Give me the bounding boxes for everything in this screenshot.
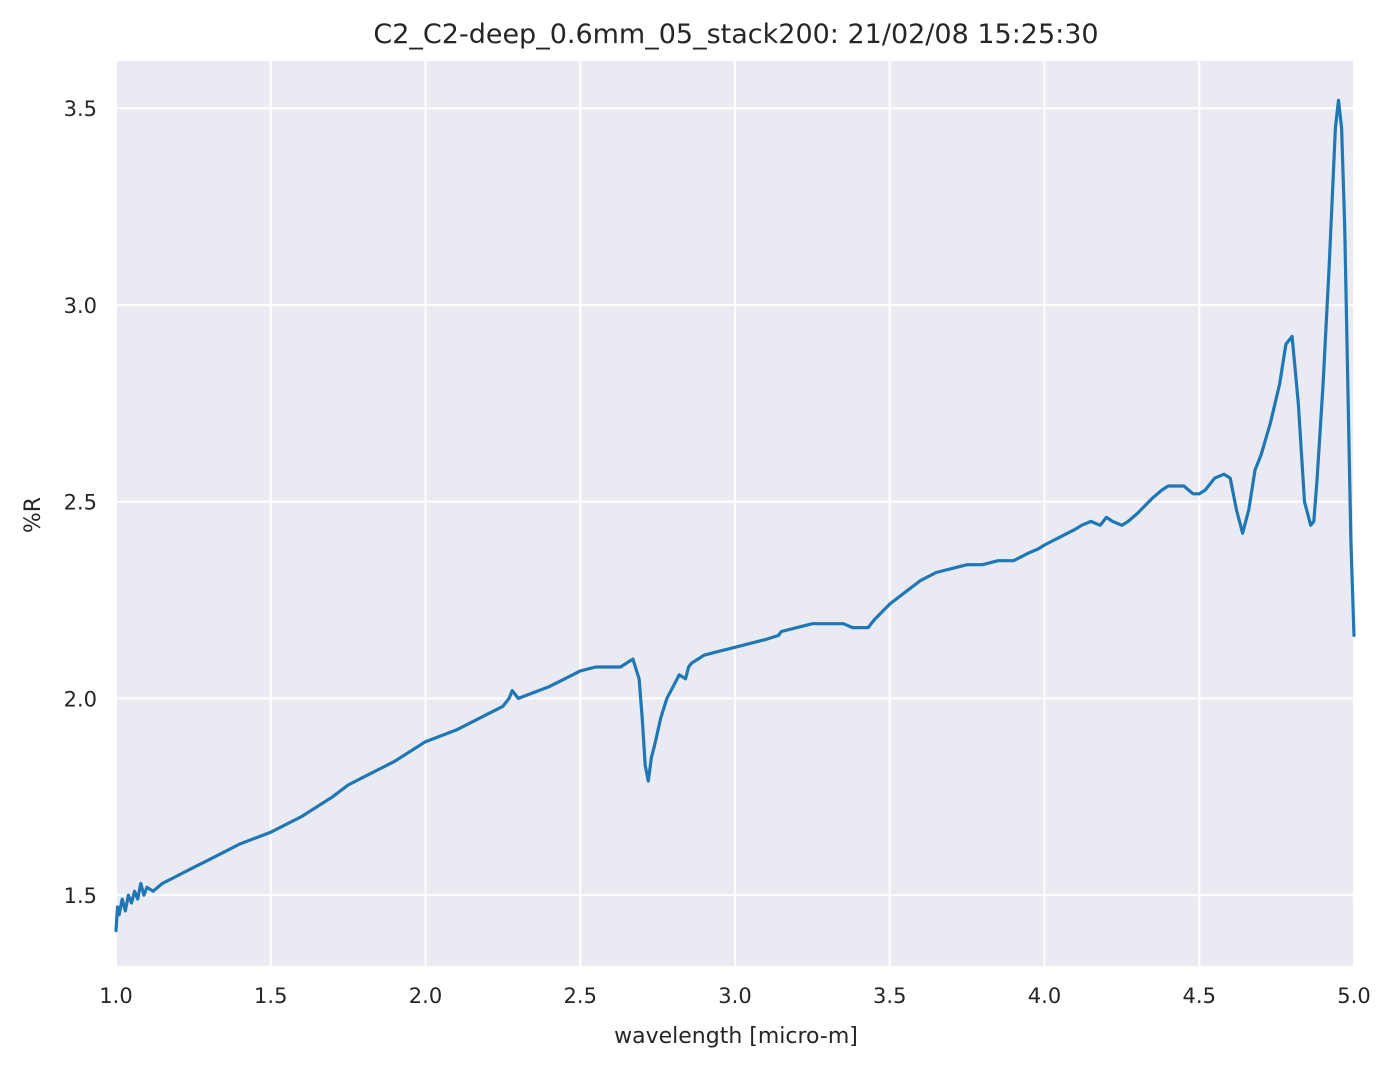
series-line — [114, 98, 1356, 933]
y-tick-label: 3.0 — [64, 294, 97, 318]
x-tick-label: 2.0 — [409, 984, 442, 1008]
y-tick-labels: 1.5 2.0 2.5 3.0 3.5 — [64, 97, 97, 908]
x-axis-label: wavelength [micro-m] — [614, 1024, 858, 1049]
x-tick-label: 4.0 — [1028, 984, 1061, 1008]
x-tick-label: 3.5 — [873, 984, 906, 1008]
chart-title: C2_C2-deep_0.6mm_05_stack200: 21/02/08 1… — [373, 19, 1098, 50]
x-tick-label: 1.5 — [254, 984, 287, 1008]
x-tick-label: 2.5 — [564, 984, 597, 1008]
y-tick-label: 1.5 — [64, 884, 97, 908]
x-tick-label: 3.0 — [718, 984, 751, 1008]
x-tick-labels: 1.0 1.5 2.0 2.5 3.0 3.5 4.0 4.5 5.0 — [99, 984, 1370, 1008]
x-gridlines — [115, 61, 1355, 966]
y-axis-label: %R — [21, 497, 46, 533]
y-tick-label: 3.5 — [64, 97, 97, 121]
y-tick-label: 2.5 — [64, 491, 97, 515]
x-tick-label: 5.0 — [1337, 984, 1370, 1008]
series-group — [114, 98, 1356, 933]
x-tick-label: 1.0 — [99, 984, 132, 1008]
x-tick-label: 4.5 — [1183, 984, 1216, 1008]
y-tick-label: 2.0 — [64, 687, 97, 711]
